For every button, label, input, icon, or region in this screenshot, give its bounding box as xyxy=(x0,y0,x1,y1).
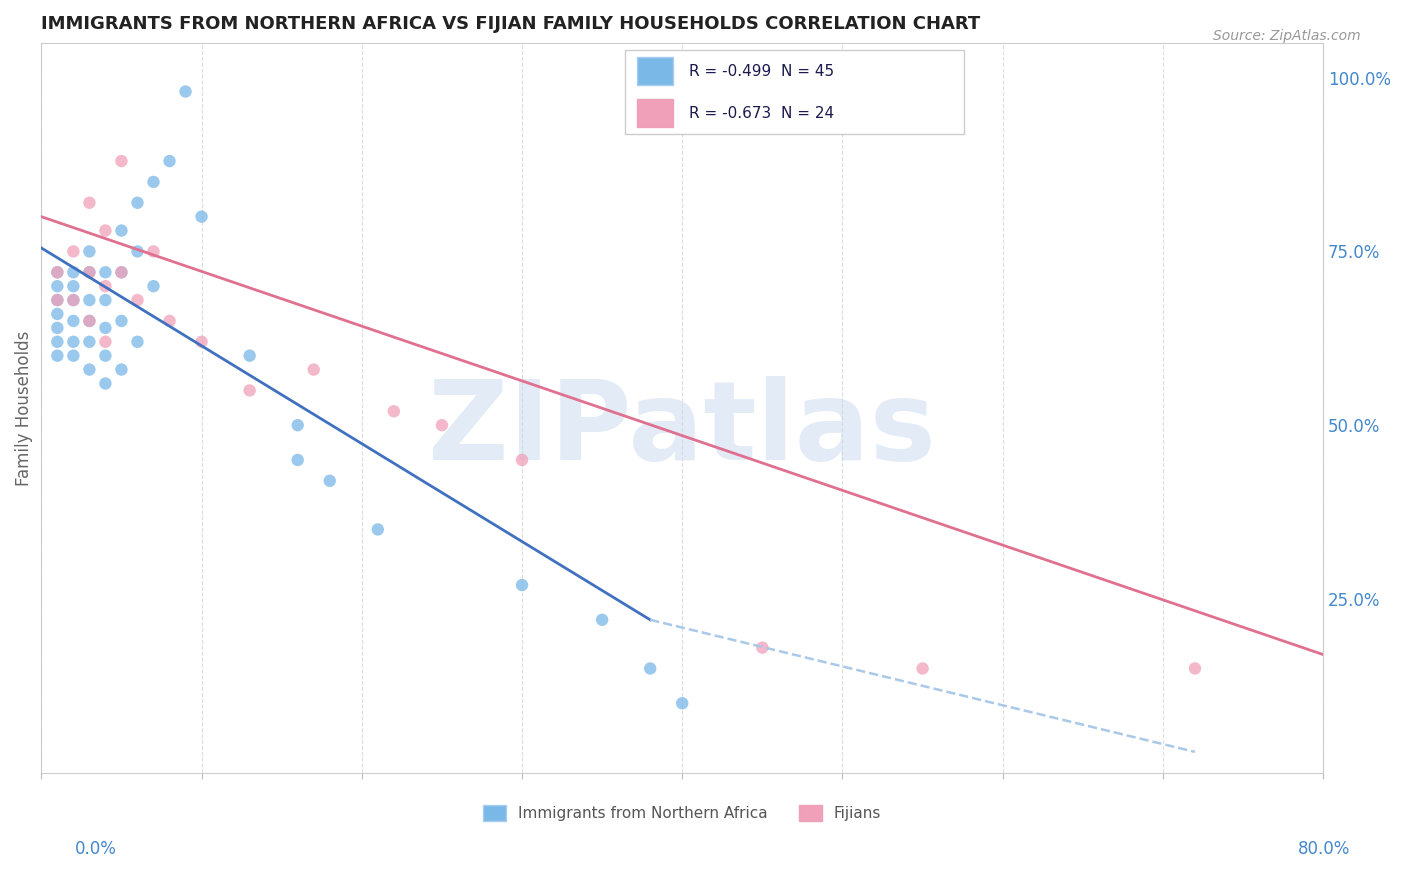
Point xyxy=(287,418,309,433)
Point xyxy=(127,334,149,349)
Point xyxy=(79,244,101,259)
Point xyxy=(239,384,262,398)
Point xyxy=(110,265,132,279)
Point xyxy=(94,223,117,237)
Text: Source: ZipAtlas.com: Source: ZipAtlas.com xyxy=(1213,29,1361,43)
Point xyxy=(174,85,197,99)
Point xyxy=(190,210,212,224)
Point xyxy=(159,314,181,328)
Point xyxy=(62,334,84,349)
Text: IMMIGRANTS FROM NORTHERN AFRICA VS FIJIAN FAMILY HOUSEHOLDS CORRELATION CHART: IMMIGRANTS FROM NORTHERN AFRICA VS FIJIA… xyxy=(41,15,980,33)
Point xyxy=(62,279,84,293)
Point xyxy=(751,640,773,655)
Point xyxy=(1184,661,1206,675)
Point xyxy=(382,404,405,418)
FancyBboxPatch shape xyxy=(637,57,673,85)
Point xyxy=(79,265,101,279)
Text: R = -0.499  N = 45: R = -0.499 N = 45 xyxy=(689,63,834,78)
Text: ZIPatlas: ZIPatlas xyxy=(429,376,936,483)
Point xyxy=(367,523,389,537)
Text: R = -0.673  N = 24: R = -0.673 N = 24 xyxy=(689,105,834,120)
Point xyxy=(46,349,69,363)
Point xyxy=(110,154,132,169)
Point xyxy=(79,265,101,279)
Point xyxy=(46,265,69,279)
Point xyxy=(62,244,84,259)
Y-axis label: Family Households: Family Households xyxy=(15,330,32,485)
Point xyxy=(46,293,69,307)
Text: 0.0%: 0.0% xyxy=(75,840,117,858)
Point xyxy=(510,578,533,592)
Point xyxy=(142,279,165,293)
Point xyxy=(94,265,117,279)
Point xyxy=(94,349,117,363)
Point xyxy=(142,175,165,189)
Point xyxy=(127,244,149,259)
Point xyxy=(62,349,84,363)
Point xyxy=(46,265,69,279)
Point xyxy=(94,376,117,391)
Point xyxy=(142,244,165,259)
Point xyxy=(110,223,132,237)
Point xyxy=(510,453,533,467)
Point xyxy=(79,314,101,328)
Point xyxy=(110,265,132,279)
Point xyxy=(110,362,132,376)
Point xyxy=(46,279,69,293)
Point xyxy=(94,321,117,335)
Point xyxy=(911,661,934,675)
FancyBboxPatch shape xyxy=(624,50,965,134)
Point xyxy=(62,314,84,328)
Point xyxy=(46,334,69,349)
Point xyxy=(94,334,117,349)
Point xyxy=(79,195,101,210)
Point xyxy=(671,696,693,710)
Point xyxy=(46,293,69,307)
Point xyxy=(302,362,325,376)
Point xyxy=(239,349,262,363)
Point xyxy=(46,321,69,335)
Point xyxy=(94,279,117,293)
Point xyxy=(127,293,149,307)
FancyBboxPatch shape xyxy=(637,99,673,127)
Point xyxy=(319,474,342,488)
Point xyxy=(110,314,132,328)
Point xyxy=(127,195,149,210)
Point xyxy=(79,293,101,307)
Point xyxy=(62,293,84,307)
Point xyxy=(62,293,84,307)
Point xyxy=(79,362,101,376)
Point xyxy=(94,293,117,307)
Legend: Immigrants from Northern Africa, Fijians: Immigrants from Northern Africa, Fijians xyxy=(477,799,887,827)
Point xyxy=(46,307,69,321)
Point xyxy=(62,265,84,279)
Point xyxy=(79,314,101,328)
Point xyxy=(79,334,101,349)
Point xyxy=(159,154,181,169)
Point xyxy=(638,661,661,675)
Point xyxy=(287,453,309,467)
Point xyxy=(190,334,212,349)
Text: 80.0%: 80.0% xyxy=(1298,840,1351,858)
Point xyxy=(430,418,453,433)
Point xyxy=(591,613,613,627)
